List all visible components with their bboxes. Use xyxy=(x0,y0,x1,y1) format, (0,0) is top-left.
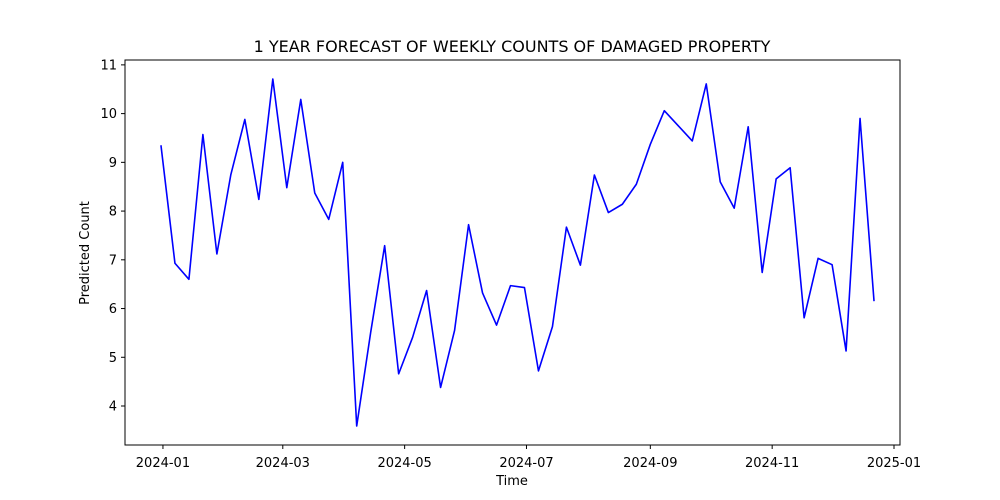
y-tick-label: 4 xyxy=(109,400,117,415)
y-axis-label: Predicted Count xyxy=(78,201,93,305)
x-axis-label: Time xyxy=(495,474,528,489)
axes-frame xyxy=(124,59,901,446)
x-tick-label: 2024-03 xyxy=(256,456,310,471)
y-tick-label: 5 xyxy=(109,351,117,366)
y-tick-label: 9 xyxy=(109,156,117,171)
x-tick-label: 2024-05 xyxy=(377,456,431,471)
x-tick-label: 2025-01 xyxy=(867,456,921,471)
series-line-0 xyxy=(160,78,875,427)
x-tick-label: 2024-01 xyxy=(136,456,190,471)
y-tick-label: 7 xyxy=(109,253,117,268)
x-tick-label: 2024-11 xyxy=(745,456,799,471)
chart-title: 1 YEAR FORECAST OF WEEKLY COUNTS OF DAMA… xyxy=(254,37,771,56)
y-tick-label: 8 xyxy=(109,205,117,220)
y-tick-label: 6 xyxy=(109,302,117,317)
y-tick-label: 11 xyxy=(100,58,117,73)
y-tick-label: 10 xyxy=(100,107,117,122)
x-tick-label: 2024-07 xyxy=(499,456,553,471)
x-tick-label: 2024-09 xyxy=(623,456,677,471)
plot-area: 4 5 6 7 8 9 10 11 2024-01 2024-03 2024-05 2024-07 20… xyxy=(100,58,921,471)
